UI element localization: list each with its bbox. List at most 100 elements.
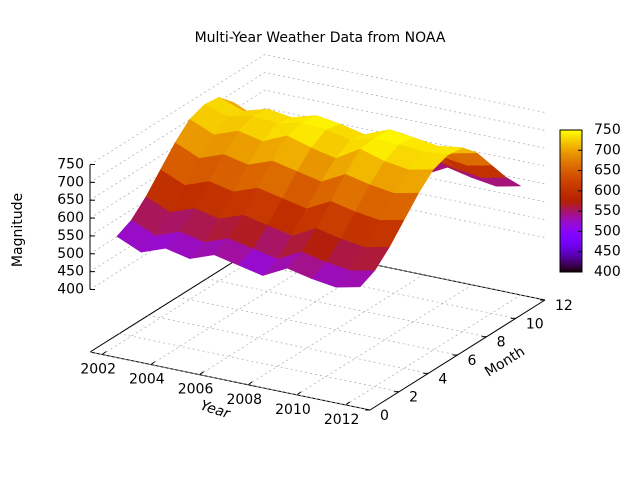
x-tick — [101, 351, 107, 355]
colorbar-step — [560, 212, 582, 216]
colorbar-step — [560, 148, 582, 152]
x-tick — [345, 401, 350, 406]
x-tick-label: 2006 — [178, 382, 214, 398]
z-axis-label: Magnitude — [10, 193, 26, 267]
colorbar-step — [560, 137, 582, 140]
y-tick-label: 10 — [526, 316, 544, 332]
colorbar-step — [560, 198, 582, 202]
colorbar-step — [560, 234, 582, 237]
y-tick-label: 4 — [438, 371, 447, 387]
colorbar-step — [560, 160, 582, 164]
colorbar-step — [560, 186, 582, 190]
colorbar-tick-label: 650 — [594, 163, 621, 179]
colorbar-step — [560, 217, 582, 221]
z-tick-label: 700 — [57, 174, 84, 190]
x-tick-label: 2012 — [324, 412, 360, 428]
colorbar-step — [560, 165, 582, 169]
colorbar-step — [560, 229, 582, 233]
y-tick-label: 0 — [380, 408, 389, 424]
z-tick-label: 750 — [57, 157, 84, 173]
colorbar-tick-label: 450 — [594, 244, 621, 260]
z-tick-label: 550 — [57, 228, 84, 244]
y-tick-label: 2 — [409, 390, 418, 406]
colorbar-frame — [559, 129, 583, 273]
colorbar-step — [560, 248, 582, 252]
z-tick-label: 650 — [57, 192, 84, 208]
z-tick-label: 400 — [57, 282, 84, 298]
colorbar-tick-label: 500 — [594, 223, 621, 239]
surface-patch — [335, 270, 376, 288]
colorbar-step — [560, 264, 582, 268]
colorbar-step — [560, 151, 582, 155]
colorbar-tick-label: 700 — [594, 142, 621, 158]
x-tick — [247, 381, 253, 386]
x-tick-label: 2010 — [275, 402, 311, 418]
colorbar-step — [560, 267, 582, 271]
x-tick — [199, 371, 204, 376]
z-tick-label: 500 — [57, 246, 84, 262]
x-tick — [150, 361, 156, 366]
colorbar-step — [560, 158, 582, 162]
colorbar-step — [560, 205, 582, 209]
colorbar-step — [560, 189, 582, 193]
colorbar-step — [560, 182, 582, 185]
y-tick-label: 12 — [555, 298, 573, 314]
colorbar-step — [560, 174, 582, 178]
x-tick-label: 2002 — [80, 362, 116, 378]
colorbar-step — [560, 193, 582, 197]
colorbar-step — [560, 134, 582, 138]
colorbar-step — [560, 241, 582, 245]
colorbar-step — [560, 141, 582, 145]
colorbar-step — [560, 215, 582, 219]
colorbar-step — [560, 257, 582, 261]
colorbar-step — [560, 153, 582, 157]
colorbar-tick-label: 400 — [594, 264, 621, 280]
grid-line — [206, 278, 487, 338]
colorbar-step — [560, 201, 582, 204]
colorbar-step — [560, 260, 582, 264]
colorbar-step — [560, 179, 582, 183]
colorbar-step — [560, 139, 582, 143]
colorbar-step — [560, 269, 582, 273]
z-tick-label: 600 — [57, 210, 84, 226]
colorbar-step — [560, 170, 582, 174]
colorbar-step — [560, 203, 582, 207]
colorbar-step — [560, 196, 582, 200]
colorbar-step — [560, 163, 582, 166]
colorbar-step — [560, 132, 582, 136]
grid-line — [89, 107, 546, 219]
colorbar-step — [560, 144, 582, 148]
colorbar-step — [560, 177, 582, 181]
colorbar-step — [560, 245, 582, 249]
chart-title: Multi-Year Weather Data from NOAA — [195, 30, 446, 46]
colorbar-step — [560, 255, 582, 259]
grid-line — [89, 72, 546, 183]
colorbar-tick-label: 550 — [594, 203, 621, 219]
base-front — [89, 299, 546, 411]
grid-line — [89, 54, 546, 165]
z-tick-label: 450 — [57, 264, 84, 280]
colorbar-step — [560, 262, 582, 266]
colorbar-step — [560, 227, 582, 230]
colorbar-step — [560, 146, 582, 150]
colorbar-step — [560, 172, 582, 176]
grid-line — [148, 314, 429, 374]
x-tick-label: 2008 — [226, 392, 262, 408]
colorbar-step — [560, 167, 582, 171]
colorbar-tick-label: 600 — [594, 183, 621, 199]
y-tick-label: 6 — [468, 353, 477, 369]
colorbar-step — [560, 253, 582, 256]
colorbar-tick-label: 750 — [594, 122, 621, 138]
colorbar-step — [560, 224, 582, 228]
y-tick-label: 8 — [497, 335, 506, 351]
colorbar-step — [560, 250, 582, 254]
colorbar-step — [560, 231, 582, 235]
x-tick — [296, 391, 302, 396]
grid-line — [89, 89, 546, 201]
colorbar-step — [560, 238, 582, 242]
colorbar-step — [560, 222, 582, 226]
colorbar-step — [560, 236, 582, 240]
colorbar-step — [560, 219, 582, 223]
colorbar-step — [560, 191, 582, 195]
